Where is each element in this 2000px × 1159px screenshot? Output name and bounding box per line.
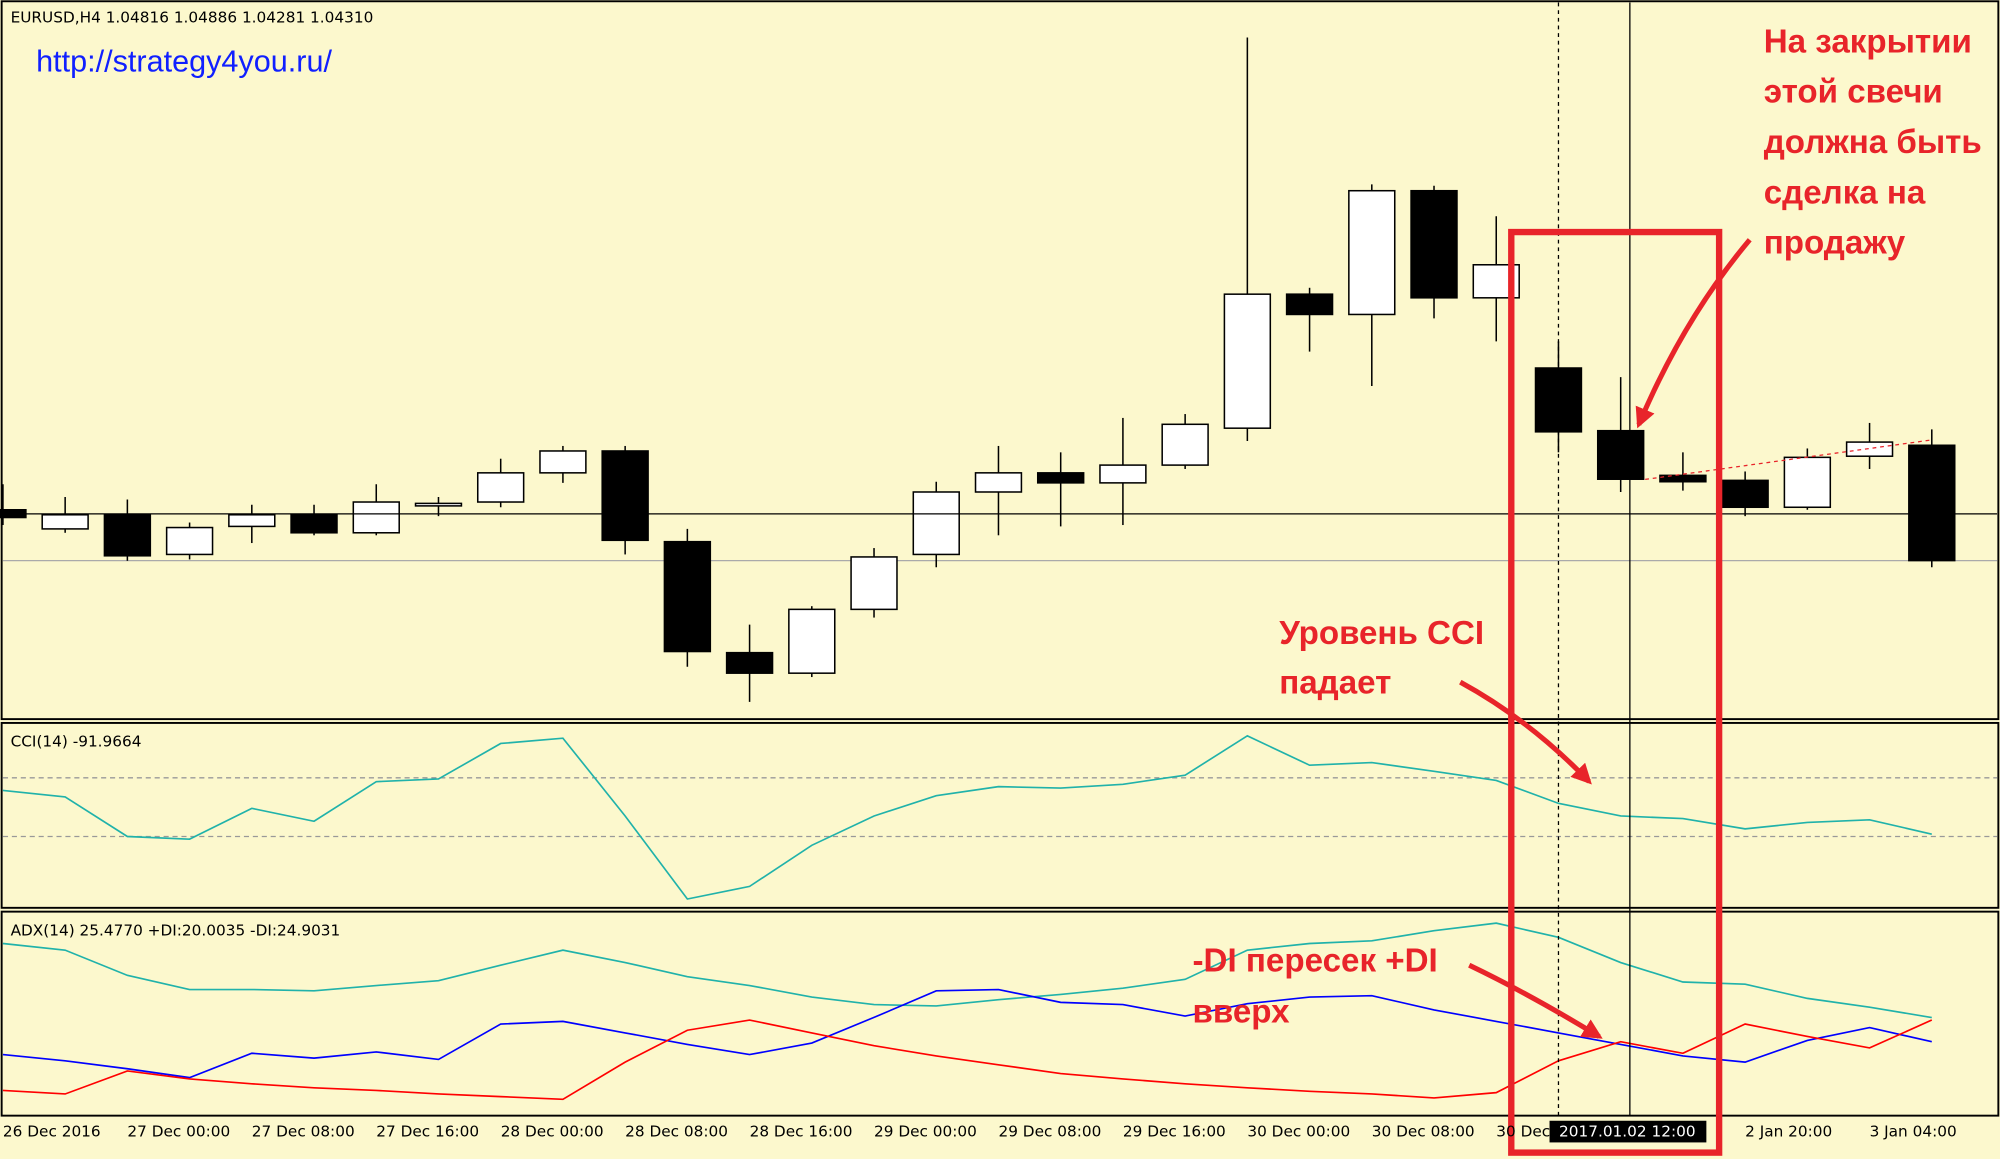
- highlight-box: [1508, 228, 1723, 1156]
- arrow: [1468, 962, 1603, 1039]
- candle-body: [1596, 429, 1645, 480]
- x-tick-label: 2 Jan 20:00: [1745, 1123, 1832, 1141]
- annotation-line: На закрытии: [1764, 23, 1972, 60]
- indicator-line: [2, 988, 1932, 1079]
- candle-body: [725, 651, 774, 674]
- x-tick-label: 30 Dec 08:00: [1372, 1123, 1475, 1141]
- crosshair-label-box: [1549, 1120, 1707, 1143]
- adx-panel-frame: [0, 910, 2000, 1117]
- candle-body: [290, 514, 338, 534]
- watermark: http://strategy4you.ru/: [36, 44, 332, 78]
- candle-body: [1410, 189, 1458, 299]
- candle-body: [1348, 189, 1396, 316]
- x-tick-label: 27 Dec 16:00: [376, 1123, 479, 1141]
- candle-body: [601, 450, 649, 542]
- x-tick-label: 28 Dec 16:00: [750, 1123, 853, 1141]
- annotation-line: падает: [1279, 665, 1391, 702]
- indicator-line: [2, 922, 1932, 1019]
- candle-body: [1285, 293, 1334, 316]
- annotation: -DI пересек +DI вверх: [1193, 943, 1438, 1031]
- marks: [0, 37, 1998, 1101]
- candle-body: [539, 450, 587, 474]
- arrow: [1635, 238, 1752, 429]
- x-axis: 26 Dec 2016 27 Dec 00:00 27 Dec 08:00 27 De…: [3, 1120, 1957, 1143]
- candle-body: [788, 608, 836, 674]
- annotation-line: сделка на: [1764, 174, 1926, 211]
- symbol-header: EURUSD,H4 1.04816 1.04886 1.04281 1.0431…: [11, 8, 374, 26]
- annotation-line: должна быть: [1764, 124, 1982, 161]
- x-tick-label: 29 Dec 08:00: [998, 1123, 1101, 1141]
- annotation-line: -DI пересек +DI: [1193, 943, 1438, 980]
- arrow: [1459, 679, 1592, 785]
- candle-body: [352, 501, 400, 534]
- candle-body: [912, 491, 960, 556]
- annotations: На закрытии этой свечи должна быть сделка н…: [1193, 23, 1982, 1030]
- candle-body: [850, 556, 898, 611]
- main-panel-frame: [0, 0, 2000, 721]
- candle-body: [1908, 444, 1956, 562]
- candle-body: [974, 472, 1023, 493]
- candle-body: [414, 502, 463, 507]
- x-tick-label: 26 Dec 2016: [3, 1123, 101, 1141]
- candle-body: [165, 526, 214, 556]
- cci-title: CCI(14) -91.9664: [11, 733, 142, 751]
- candle-body: [41, 514, 89, 530]
- x-tick-label: 3 Jan 04:00: [1870, 1123, 1957, 1141]
- x-tick-label: 30 Dec: [1496, 1123, 1550, 1141]
- candle-body: [228, 514, 276, 528]
- indicator-line: [2, 734, 1932, 900]
- x-tick-label: 28 Dec 08:00: [625, 1123, 728, 1141]
- candle-body: [1721, 479, 1769, 509]
- candle-body: [476, 472, 525, 503]
- annotation-line: вверх: [1193, 994, 1291, 1031]
- trend-line: [1645, 439, 1933, 481]
- candle-body: [1659, 474, 1707, 483]
- x-tick-label: 28 Dec 00:00: [501, 1123, 604, 1141]
- annotation: Уровень CCI падает: [1279, 615, 1484, 702]
- annotation-line: продажу: [1764, 225, 1906, 262]
- annotation-line: этой свечи: [1764, 74, 1943, 111]
- candle-body: [1099, 464, 1147, 484]
- x-tick-label: 27 Dec 00:00: [127, 1123, 230, 1141]
- candle-body: [1783, 456, 1832, 509]
- candle-body: [1161, 423, 1209, 466]
- x-tick-label: 29 Dec 16:00: [1123, 1123, 1226, 1141]
- candle-body: [1036, 472, 1085, 484]
- candle-body: [1223, 293, 1272, 429]
- x-tick-label: 29 Dec 00:00: [874, 1123, 977, 1141]
- x-tick-label: 27 Dec 08:00: [252, 1123, 355, 1141]
- annotation-line: Уровень CCI: [1279, 615, 1484, 652]
- candle-body: [103, 514, 152, 557]
- crosshair-label: 2017.01.02 12:00: [1559, 1123, 1696, 1141]
- candle-body: [663, 540, 712, 653]
- annotation: На закрытии этой свечи должна быть сделка н…: [1764, 23, 1982, 261]
- x-tick-label: 30 Dec 00:00: [1247, 1123, 1350, 1141]
- adx-title: ADX(14) 25.4770 +DI:20.0035 -DI:24.9031: [11, 921, 341, 939]
- indicator-line: [2, 1019, 1933, 1101]
- cci-panel-frame: [0, 721, 2000, 909]
- candle-body: [1845, 441, 1894, 457]
